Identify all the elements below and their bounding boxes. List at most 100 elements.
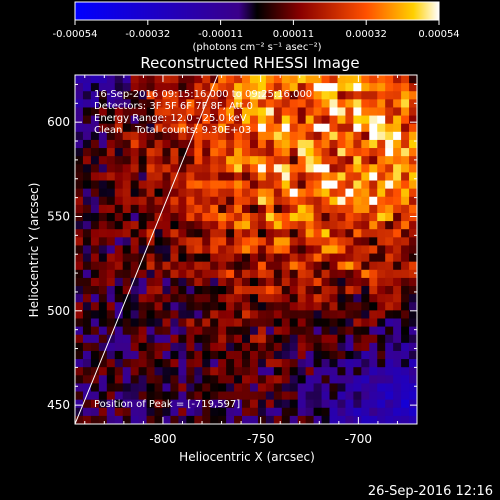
heatmap-cell [273, 212, 283, 222]
heatmap-cell [361, 350, 370, 360]
heatmap-cell [361, 375, 370, 384]
heatmap-cell [90, 75, 100, 84]
heatmap-cell [130, 302, 140, 311]
heatmap-cell [178, 375, 187, 384]
heatmap-cell [353, 172, 362, 181]
heatmap-cell [170, 115, 179, 125]
heatmap-cell [393, 294, 402, 303]
heatmap-cell [170, 342, 179, 352]
heatmap-cell [210, 237, 219, 246]
heatmap-cell [90, 115, 100, 125]
heatmap-cell [75, 180, 84, 190]
heatmap-cell [178, 359, 187, 368]
heatmap-cell [369, 139, 378, 149]
heatmap-cell [218, 123, 227, 133]
heatmap-cell [249, 350, 259, 360]
heatmap-cell [170, 407, 179, 417]
heatmap-cell [361, 188, 370, 198]
heatmap-cell [401, 359, 410, 368]
heatmap-cell [305, 334, 314, 344]
heatmap-cell [202, 383, 211, 392]
heatmap-cell [138, 204, 147, 214]
heatmap-cell [385, 229, 394, 238]
heatmap-cell [202, 75, 211, 84]
heatmap-cell [329, 342, 338, 352]
y-tick-label: 500 [47, 304, 70, 318]
heatmap-cell [409, 318, 417, 328]
heatmap-cell [98, 253, 108, 263]
heatmap-cell [385, 391, 394, 401]
heatmap-cell [226, 367, 235, 376]
heatmap-cell [265, 359, 275, 368]
heatmap-cell [337, 115, 346, 125]
heatmap-cell [210, 107, 219, 116]
heatmap-cell [218, 164, 227, 173]
heatmap-cell [273, 302, 283, 311]
heatmap-cell [75, 286, 84, 295]
heatmap-cell [345, 212, 354, 222]
heatmap-cell [313, 91, 322, 100]
heatmap-cell [202, 91, 211, 100]
heatmap-cell [162, 261, 171, 271]
heatmap-cell [75, 277, 84, 287]
heatmap-cell [265, 407, 275, 417]
heatmap-cell [393, 326, 402, 336]
heatmap-cell [401, 83, 410, 92]
heatmap-cell [242, 261, 251, 271]
heatmap-cell [393, 399, 402, 409]
heatmap-cell [162, 415, 171, 424]
heatmap-cell [337, 196, 346, 206]
heatmap-cell [345, 196, 354, 206]
heatmap-cell [289, 156, 299, 165]
heatmap-cell [305, 286, 314, 295]
heatmap-cell [186, 269, 195, 279]
heatmap-cell [170, 180, 179, 190]
heatmap-cell [210, 204, 219, 214]
heatmap-cell [377, 415, 386, 424]
heatmap-cell [385, 261, 394, 271]
heatmap-cell [249, 253, 259, 263]
heatmap-cell [170, 131, 179, 141]
heatmap-cell [273, 237, 283, 246]
heatmap-cell [202, 261, 211, 271]
heatmap-cell [265, 164, 275, 173]
heatmap-cell [122, 334, 132, 344]
heatmap-cell [218, 107, 227, 116]
heatmap-cell [353, 139, 362, 149]
heatmap-cell [106, 261, 116, 271]
heatmap-cell [345, 180, 354, 190]
heatmap-cell [234, 164, 243, 173]
heatmap-cell [178, 407, 187, 417]
heatmap-cell [409, 350, 417, 360]
heatmap-cell [409, 237, 417, 246]
heatmap-cell [353, 383, 362, 392]
heatmap-cell [162, 148, 171, 157]
heatmap-cell [122, 286, 132, 295]
heatmap-cell [321, 180, 330, 190]
heatmap-cell [186, 148, 195, 157]
heatmap-cell [265, 261, 275, 271]
heatmap-cell [75, 318, 84, 328]
heatmap-cell [249, 407, 259, 417]
heatmap-cell [305, 188, 314, 198]
heatmap-cell [289, 269, 299, 279]
heatmap-cell [257, 139, 267, 149]
heatmap-cell [202, 367, 211, 376]
heatmap-cell [242, 350, 251, 360]
heatmap-cell [273, 196, 283, 206]
heatmap-cell [249, 172, 259, 181]
heatmap-cell [369, 164, 378, 173]
heatmap-cell [409, 383, 417, 392]
heatmap-cell [385, 286, 394, 295]
heatmap-cell [337, 237, 346, 246]
heatmap-cell [313, 261, 322, 271]
heatmap-cell [273, 294, 283, 303]
heatmap-cell [186, 139, 195, 149]
heatmap-cell [393, 131, 402, 141]
heatmap-cell [345, 375, 354, 384]
heatmap-cell [409, 123, 417, 133]
heatmap-cell [377, 391, 386, 401]
heatmap-cell [297, 172, 307, 181]
heatmap-cell [265, 391, 275, 401]
colorbar-tick-label: -0.00011 [198, 29, 243, 40]
